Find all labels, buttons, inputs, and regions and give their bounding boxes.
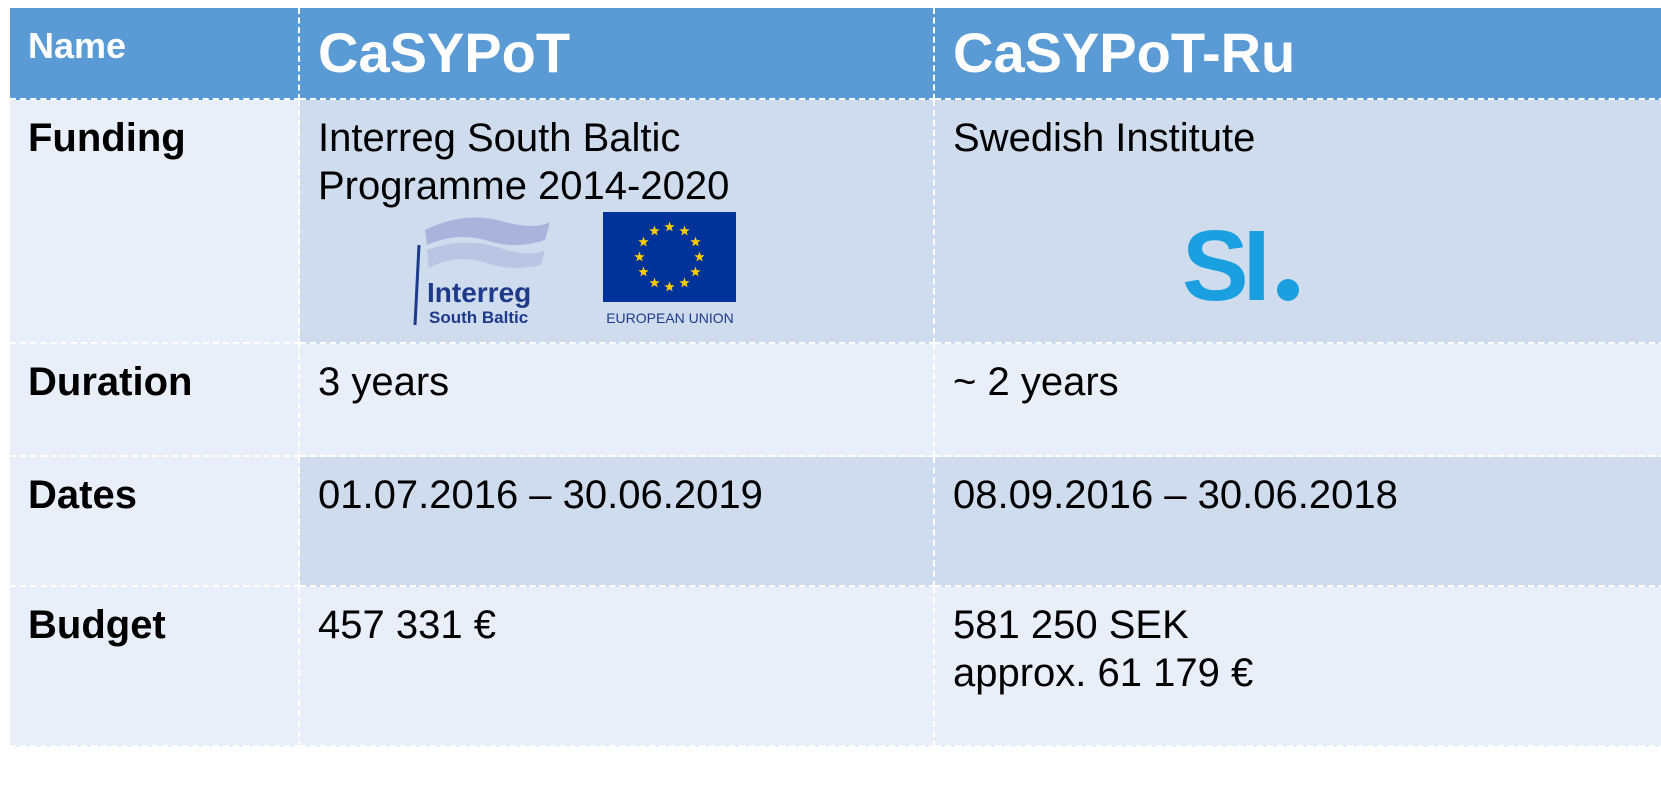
star — [679, 277, 690, 288]
star — [638, 236, 649, 247]
cell: Swedish Institute — [935, 100, 1661, 344]
cell: 3 years — [300, 344, 935, 457]
cell: Interreg South Baltic Programme 2014-202… — [300, 100, 935, 344]
eu-logo: EUROPEAN UNION — [603, 212, 736, 326]
header-cell: CaSYPoT — [300, 8, 935, 100]
row-label: Funding — [10, 100, 300, 344]
cell: ~ 2 years — [935, 344, 1661, 457]
cell: 01.07.2016 – 30.06.2019 — [300, 457, 935, 587]
interreg-logo: Interreg South Baltic — [413, 217, 550, 327]
logo-text: EUROPEAN UNION — [606, 310, 734, 326]
star — [638, 266, 649, 277]
header-cell: CaSYPoT-Ru — [935, 8, 1661, 100]
cell: 457 331 € — [300, 587, 935, 747]
si-logo: SI — [1182, 210, 1299, 315]
star — [690, 236, 701, 247]
star — [634, 251, 645, 262]
star — [649, 225, 660, 236]
logo-text: South Baltic — [429, 308, 528, 327]
logo-text: SI — [1182, 210, 1265, 315]
row-label: Budget — [10, 587, 300, 747]
star — [694, 251, 705, 262]
logo-text: Interreg — [427, 277, 531, 308]
cell: 08.09.2016 – 30.06.2018 — [935, 457, 1661, 587]
star — [649, 277, 660, 288]
star — [679, 225, 690, 236]
star — [664, 281, 675, 292]
cell: 581 250 SEK approx. 61 179 € — [935, 587, 1661, 747]
star — [664, 221, 675, 232]
header-cell: Name — [10, 8, 300, 100]
row-label: Duration — [10, 344, 300, 457]
row-label: Dates — [10, 457, 300, 587]
star — [690, 266, 701, 277]
